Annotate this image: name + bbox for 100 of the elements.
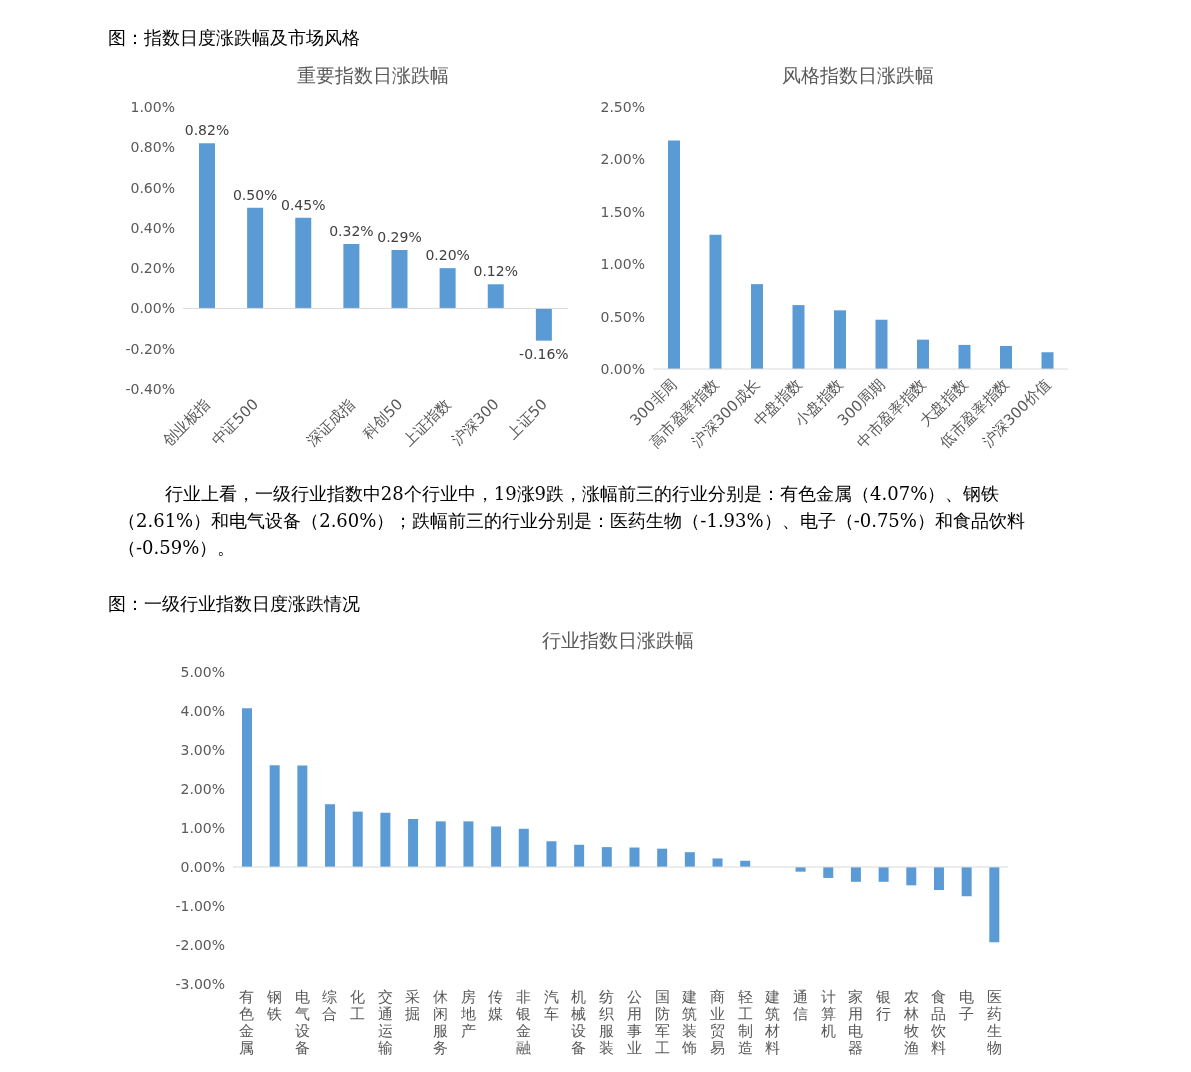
- x-tick-label: 电子: [958, 988, 974, 1023]
- chart-title: 行业指数日涨跌幅: [541, 628, 695, 653]
- y-tick-label: 0.40%: [130, 219, 175, 236]
- data-label: 0.32%: [329, 222, 374, 239]
- bar: [751, 284, 763, 369]
- bar: [657, 848, 668, 867]
- bar: [834, 310, 846, 369]
- x-tick-label: 电气设备: [294, 988, 310, 1057]
- y-tick-label: 1.00%: [180, 819, 225, 836]
- bar: [487, 284, 504, 309]
- bar: [989, 867, 1000, 943]
- x-tick-label: 深证成指: [303, 395, 359, 451]
- bar: [878, 867, 889, 882]
- bar: [535, 308, 552, 341]
- data-label: 0.12%: [473, 263, 518, 280]
- x-tick-label: 采掘: [405, 988, 421, 1023]
- y-tick-label: 0.20%: [130, 260, 175, 277]
- x-tick-label: 农林牧渔: [902, 988, 919, 1057]
- x-tick-label: 纺织服装: [599, 988, 615, 1057]
- bar: [574, 844, 585, 867]
- data-label: 0.45%: [281, 196, 326, 213]
- x-tick-label: 化工: [350, 988, 366, 1023]
- y-tick-label: 0.00%: [180, 858, 225, 875]
- x-tick-label: 建筑材料: [764, 988, 781, 1057]
- y-tick-label: -3.00%: [175, 975, 225, 992]
- y-tick-label: 3.00%: [180, 741, 225, 758]
- x-tick-label: 有色金属: [239, 988, 255, 1057]
- bar: [709, 234, 722, 369]
- data-label: 0.20%: [425, 247, 470, 264]
- y-tick-label: 0.60%: [130, 179, 175, 196]
- text: 图：指数日度涨跌幅及市场风格: [108, 26, 361, 50]
- x-tick-label: 上证50: [503, 395, 551, 443]
- bar: [380, 812, 391, 867]
- y-tick-label: 2.00%: [180, 780, 225, 797]
- bar: [269, 765, 280, 867]
- data-label: 0.82%: [184, 122, 230, 139]
- bar: [295, 217, 312, 309]
- y-tick-label: -2.00%: [175, 936, 225, 953]
- y-tick-label: 0.80%: [130, 139, 175, 156]
- x-tick-label: 汽车: [543, 988, 559, 1023]
- x-tick-label: 计算机: [820, 988, 836, 1040]
- x-tick-label: 综合: [322, 988, 338, 1023]
- bar: [391, 250, 408, 309]
- bar: [343, 243, 360, 309]
- bar: [629, 847, 640, 867]
- bar: [668, 140, 680, 369]
- bar: [242, 708, 252, 867]
- y-tick-label: 1.50%: [600, 203, 645, 220]
- bar: [850, 867, 861, 882]
- y-tick-label: 0.00%: [600, 360, 645, 377]
- bar: [491, 826, 502, 867]
- bar: [463, 821, 474, 867]
- text: 行业上看，一级行业指数中28个行业中，19涨9跌，涨幅前三的行业分别是：有色金属（4.07%）、钢铁（2.61%）和电气设备（2.60%）；跌幅前三的行业分别是：医药生物（-1.93%）、电子（-0.75%）和食品饮料（-0.59%）。: [118, 482, 1026, 560]
- data-label: 0.29%: [377, 229, 422, 246]
- y-tick-label: -1.00%: [175, 897, 225, 914]
- x-tick-label: 国防军工: [654, 988, 670, 1057]
- bar: [247, 207, 264, 309]
- x-tick-label: 房地产: [459, 988, 476, 1040]
- bar: [961, 867, 972, 897]
- x-tick-label: 公用事业: [626, 988, 642, 1057]
- y-tick-label: 2.50%: [600, 98, 645, 115]
- bar: [823, 867, 834, 878]
- y-tick-label: -0.40%: [125, 380, 175, 397]
- bar: [325, 804, 336, 867]
- x-tick-label: 传媒: [488, 988, 504, 1023]
- x-tick-label: 银行: [874, 988, 891, 1023]
- y-tick-label: 1.00%: [130, 98, 175, 115]
- bar: [439, 268, 456, 309]
- chart-title: 风格指数日涨跌幅: [781, 63, 935, 88]
- x-tick-label: 家用电器: [848, 988, 864, 1057]
- x-tick-label: 钢铁: [266, 988, 283, 1023]
- x-tick-label: 机械设备: [571, 988, 587, 1057]
- bar: [792, 305, 805, 369]
- y-tick-label: -0.20%: [125, 340, 175, 357]
- y-tick-label: 5.00%: [180, 663, 225, 680]
- y-tick-label: 0.50%: [600, 308, 645, 325]
- bar: [518, 828, 529, 867]
- x-tick-label: 非银金融: [515, 988, 532, 1057]
- text: 图：一级行业指数日度涨跌情况: [108, 592, 361, 616]
- x-tick-label: 休闲服务: [433, 988, 449, 1057]
- bar: [408, 819, 419, 867]
- bar: [1041, 352, 1054, 369]
- x-tick-label: 医药生物: [986, 988, 1002, 1057]
- bar: [601, 847, 612, 867]
- y-tick-label: 0.00%: [130, 300, 175, 317]
- data-label: -0.16%: [519, 345, 569, 362]
- bar: [297, 765, 308, 867]
- y-tick-label: 1.00%: [600, 256, 645, 273]
- data-label: 0.50%: [232, 186, 278, 203]
- bar: [435, 821, 446, 867]
- x-tick-label: 轻工制造: [737, 988, 753, 1057]
- x-tick-label: 食品饮料: [930, 988, 947, 1057]
- bar: [1000, 345, 1012, 369]
- bar: [933, 867, 944, 891]
- x-tick-label: 交通运输: [377, 988, 393, 1057]
- x-tick-label: 通信: [792, 988, 808, 1023]
- y-tick-label: 4.00%: [180, 702, 225, 719]
- bar: [906, 867, 917, 886]
- bar: [352, 811, 363, 867]
- bar: [199, 143, 215, 309]
